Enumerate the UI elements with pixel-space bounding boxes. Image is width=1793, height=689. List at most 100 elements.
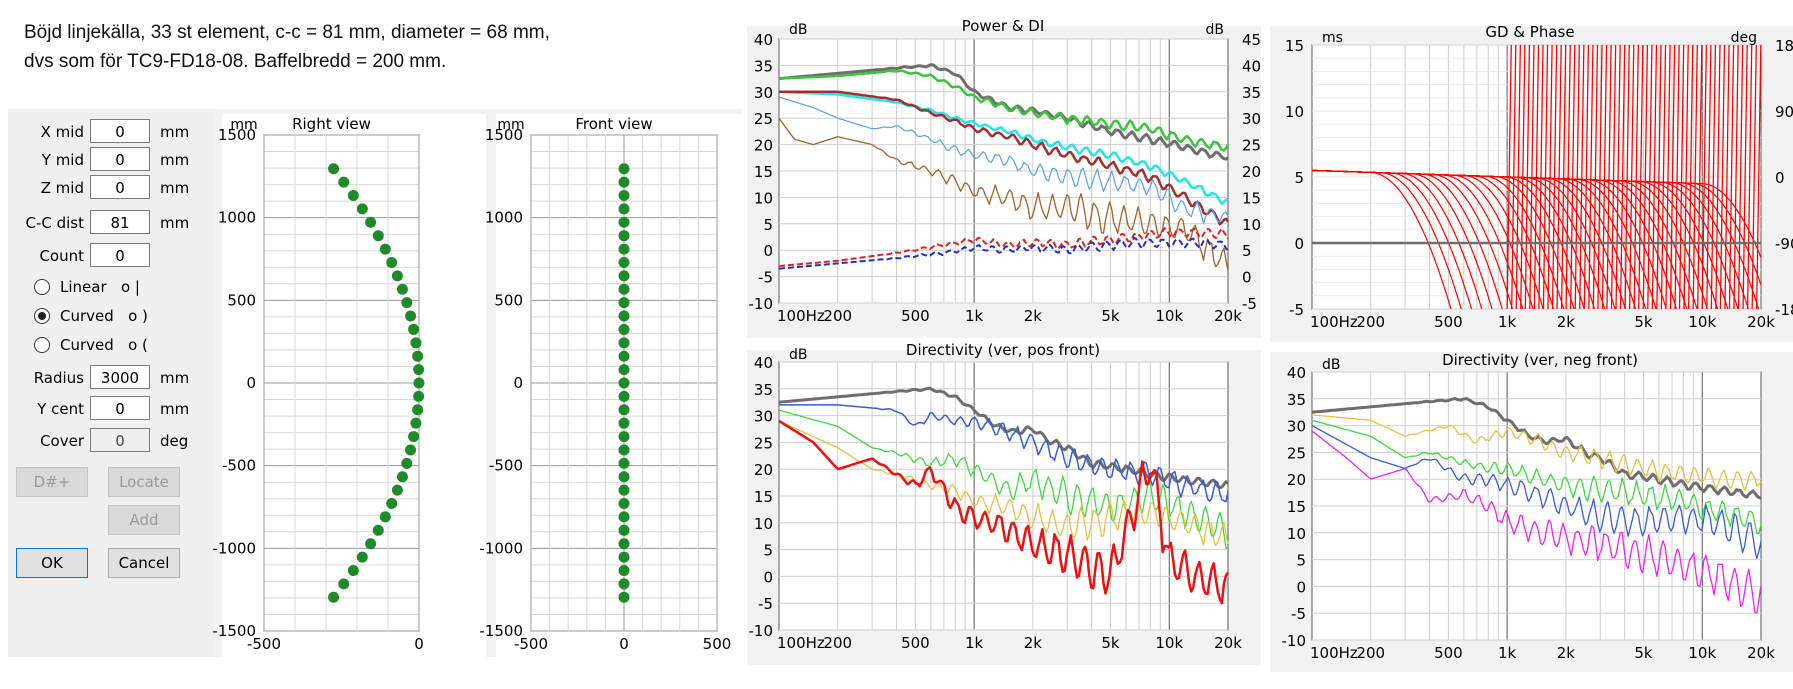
phase-line bbox=[1312, 169, 1483, 309]
x-tick-label: 1k bbox=[965, 634, 984, 652]
ok-button[interactable]: OK bbox=[16, 548, 88, 578]
phase-line bbox=[1312, 169, 1637, 309]
driver-dot bbox=[356, 551, 368, 563]
directivity-line bbox=[1311, 414, 1762, 491]
phase-line bbox=[1312, 169, 1462, 309]
driver-dot bbox=[328, 591, 340, 603]
radio-button-selected-icon[interactable] bbox=[34, 308, 50, 324]
y-tick-label: 20 bbox=[754, 137, 773, 155]
phase-curves bbox=[1312, 45, 1761, 309]
driver-dot bbox=[618, 323, 630, 335]
response-line bbox=[778, 236, 1229, 270]
cover-input[interactable]: 0 bbox=[90, 428, 150, 452]
y-mid-input[interactable]: 0 bbox=[90, 147, 150, 171]
y-tick-label: 35 bbox=[754, 57, 773, 75]
x-tick-label: 2k bbox=[1024, 634, 1043, 652]
radio-curved-convex[interactable]: Curved o ) bbox=[34, 305, 214, 329]
driver-dot bbox=[328, 163, 340, 175]
locate-button[interactable]: Locate bbox=[108, 467, 180, 497]
y-tick-label: -1000 bbox=[212, 539, 256, 557]
d-sharp-plus-button[interactable]: D#+ bbox=[16, 467, 88, 497]
y-tick-label: 1000 bbox=[218, 209, 256, 227]
y-tick-label: 10 bbox=[1287, 525, 1306, 543]
field-y-mid: Y mid 0 mm bbox=[8, 147, 214, 173]
axis-unit-label: dB bbox=[1206, 22, 1225, 38]
x-tick-label: -500 bbox=[514, 635, 548, 653]
phase-wrap-line bbox=[1751, 45, 1757, 309]
phase-line bbox=[1312, 169, 1493, 309]
plot-area bbox=[778, 38, 1229, 304]
phase-line bbox=[1312, 169, 1596, 309]
y-tick-label: 35 bbox=[1287, 391, 1306, 409]
x-tick-label: 0 bbox=[414, 635, 424, 653]
radius-input[interactable]: 3000 bbox=[90, 365, 150, 389]
y-tick-label: 25 bbox=[1287, 444, 1306, 462]
x-tick-label: 100Hz bbox=[1310, 644, 1358, 662]
y-tick-label: 1500 bbox=[485, 126, 523, 144]
directivity-line bbox=[1311, 419, 1762, 535]
phase-line bbox=[1312, 169, 1739, 309]
phase-wrap-line bbox=[1683, 45, 1689, 309]
y2-tick-label: 20 bbox=[1242, 163, 1261, 181]
radio-curved-concave[interactable]: Curved o ( bbox=[34, 334, 214, 358]
y-cent-input[interactable]: 0 bbox=[90, 396, 150, 420]
radio-linear[interactable]: Linear o | bbox=[34, 276, 214, 300]
panel-bg bbox=[496, 114, 742, 657]
response-line bbox=[778, 96, 1229, 224]
y-tick-label: 30 bbox=[1287, 418, 1306, 436]
y-tick-label: 20 bbox=[1287, 471, 1306, 489]
field-label: Cover bbox=[40, 432, 84, 450]
count-input[interactable]: 0 bbox=[90, 243, 150, 267]
plot-area bbox=[778, 361, 1229, 631]
cancel-button[interactable]: Cancel bbox=[108, 548, 180, 578]
driver-dot bbox=[618, 538, 630, 550]
x-tick-label: 1k bbox=[965, 307, 984, 325]
driver-dot bbox=[618, 190, 630, 202]
driver-dot bbox=[379, 511, 391, 523]
driver-dot bbox=[386, 498, 398, 510]
radio-button-icon[interactable] bbox=[34, 279, 50, 295]
phase-line bbox=[1312, 169, 1585, 309]
cc-dist-input[interactable]: 81 bbox=[90, 210, 150, 234]
radio-button-icon[interactable] bbox=[34, 337, 50, 353]
driver-dot bbox=[413, 377, 425, 389]
field-radius: Radius 3000 mm bbox=[8, 365, 214, 391]
x-tick-label: 0 bbox=[619, 635, 629, 653]
directivity-line bbox=[1311, 430, 1762, 614]
driver-dot bbox=[401, 297, 413, 309]
phase-wrap-line bbox=[1692, 45, 1698, 309]
driver-dot bbox=[618, 163, 630, 175]
phase-wrap-line bbox=[1642, 45, 1649, 309]
driver-dot bbox=[618, 457, 630, 469]
add-button[interactable]: Add bbox=[108, 505, 180, 535]
x-tick-label: 10k bbox=[1155, 634, 1183, 652]
caption-line-2: dvs som för TC9-FD18-08. Baffelbredd = 2… bbox=[24, 51, 447, 72]
phase-wrap-line bbox=[1520, 45, 1526, 309]
y2-tick-label: 0 bbox=[1775, 169, 1785, 187]
phase-line bbox=[1312, 169, 1647, 309]
phase-line bbox=[1312, 169, 1749, 309]
x-tick-label: 10k bbox=[1688, 644, 1716, 662]
driver-dot bbox=[405, 444, 417, 456]
phase-wrap-line bbox=[1733, 45, 1739, 309]
unit-label: mm bbox=[160, 400, 190, 418]
y-tick-label: -500 bbox=[222, 457, 256, 475]
driver-dot bbox=[401, 457, 413, 469]
driver-dot bbox=[618, 337, 630, 349]
y2-tick-label: 15 bbox=[1242, 189, 1261, 207]
z-mid-input[interactable]: 0 bbox=[90, 175, 150, 199]
driver-dot bbox=[618, 578, 630, 590]
y-tick-label: -10 bbox=[1282, 632, 1307, 650]
phase-wrap-line bbox=[1524, 45, 1531, 309]
phase-wrap-line bbox=[1597, 45, 1603, 309]
y-tick-label: -5 bbox=[1289, 301, 1304, 319]
driver-dot bbox=[618, 216, 630, 228]
driver-dot bbox=[618, 230, 630, 242]
unit-label: mm bbox=[160, 123, 190, 141]
driver-dot bbox=[379, 243, 391, 255]
y-tick-label: 15 bbox=[754, 163, 773, 181]
phase-wrap-line bbox=[1610, 45, 1617, 309]
phase-wrap-line bbox=[1651, 45, 1658, 309]
x-mid-input[interactable]: 0 bbox=[90, 119, 150, 143]
